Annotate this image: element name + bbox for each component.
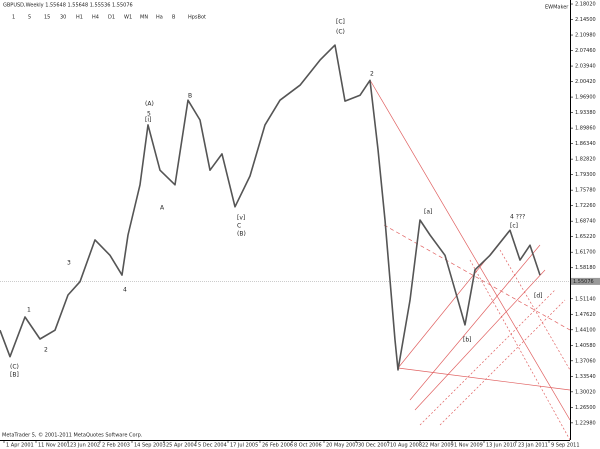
timeframe-button[interactable]: H4 xyxy=(92,15,99,21)
wave-label: 4 ??? xyxy=(510,214,525,221)
wave-label: (C) xyxy=(10,363,19,370)
x-tick-label: 1 Apr 2001 xyxy=(6,443,34,449)
copyright: MetaTrader 5, © 2001-2011 MetaQuotes Sof… xyxy=(2,432,143,439)
y-tick-label: 1.37060 xyxy=(575,358,596,364)
y-tick-label: 2.00420 xyxy=(575,79,596,85)
wave-label: 4 xyxy=(123,286,127,293)
y-tick-label: 1.93380 xyxy=(575,110,596,116)
timeframe-button[interactable]: 30 xyxy=(60,15,66,21)
wave-label: (C) xyxy=(336,28,345,35)
y-tick-label: 1.33540 xyxy=(575,374,596,380)
chart-title: GBPUSD,Weekly 1.55648 1.55648 1.55536 1.… xyxy=(3,3,133,9)
wave-label: C xyxy=(237,222,241,229)
timeframe-button[interactable]: Ha xyxy=(156,15,163,21)
x-tick-label: 23 Jun 2002 xyxy=(70,443,100,449)
y-tick-label: 2.14500 xyxy=(575,17,596,23)
wave-label: 2 xyxy=(370,70,374,77)
y-tick-label: 2.18020 xyxy=(575,2,596,8)
x-tick-label: 25 Apr 2004 xyxy=(166,443,197,449)
x-tick-label: 17 Jul 2005 xyxy=(230,443,258,449)
wave-label: [c] xyxy=(510,222,518,229)
y-tick-label: 1.65220 xyxy=(575,234,596,240)
x-tick-label: 20 May 2007 xyxy=(326,443,359,449)
x-tick-label: 10 Aug 2008 xyxy=(390,443,422,449)
wave-label: [v] xyxy=(237,214,245,221)
timeframe-button[interactable]: B xyxy=(172,15,176,21)
y-tick-label: 1.26500 xyxy=(575,405,596,411)
y-tick-label: 2.10980 xyxy=(575,33,596,39)
timeframe-button[interactable]: 5 xyxy=(28,15,31,21)
y-tick-label: 1.61700 xyxy=(575,250,596,256)
x-tick-label: 1 Nov 2009 xyxy=(454,443,483,449)
wave-label: 1 xyxy=(27,306,31,313)
y-tick-label: 1.40580 xyxy=(575,343,596,349)
timeframe-button[interactable]: W1 xyxy=(124,15,132,21)
x-tick-label: 5 Dec 2004 xyxy=(198,443,227,449)
wave-label: [i] xyxy=(145,117,151,124)
timeframe-button[interactable]: 1 xyxy=(12,15,15,21)
y-tick-label: 2.03940 xyxy=(575,64,596,70)
current-price-box xyxy=(571,277,600,285)
wave-label: [d] xyxy=(534,292,543,299)
pitchfork xyxy=(369,79,571,441)
x-tick-label: 22 Mar 2009 xyxy=(422,443,454,449)
y-tick-label: 1.44100 xyxy=(575,327,596,333)
x-tick-label: 13 Jun 2010 xyxy=(486,443,516,449)
wave-label: (A) xyxy=(145,101,154,108)
y-tick-label: 2.07460 xyxy=(575,48,596,54)
timeframe-button[interactable]: HpsBot xyxy=(188,15,206,21)
wave-label: [a] xyxy=(424,208,432,215)
wave-label: (B) xyxy=(237,230,246,237)
y-tick-label: 1.30020 xyxy=(575,389,596,395)
y-tick-label: 1.58180 xyxy=(575,265,596,271)
y-tick-label: 1.47620 xyxy=(575,312,596,318)
x-tick-label: 26 Feb 2006 xyxy=(262,443,293,449)
price-line xyxy=(0,44,541,371)
y-tick-label: 1.51140 xyxy=(575,296,596,302)
timeframe-button[interactable]: D1 xyxy=(108,15,115,21)
x-tick-label: 11 Nov 2001 xyxy=(38,443,70,449)
watermark: EWMaker xyxy=(545,5,569,11)
x-tick-label: 14 Sep 2003 xyxy=(134,443,166,449)
wave-label: [C] xyxy=(336,18,345,25)
x-tick-label: 30 Dec 2007 xyxy=(358,443,390,449)
x-tick-label: 8 Oct 2006 xyxy=(294,443,322,449)
x-tick-label: 2 Feb 2003 xyxy=(102,443,130,449)
x-tick-label: 9 Sep 2011 xyxy=(551,443,580,449)
wave-label: 2 xyxy=(44,347,48,354)
wave-label: A xyxy=(160,205,165,212)
y-tick-label: 1.82820 xyxy=(575,157,596,163)
y-tick-label: 1.75780 xyxy=(575,188,596,194)
y-tick-label: 1.86340 xyxy=(575,141,596,147)
x-tick-label: 23 Jan 2011 xyxy=(518,443,548,449)
wave-label: [b] xyxy=(463,337,472,344)
wave-label: 3 xyxy=(67,259,71,266)
wave-label: 5 xyxy=(147,111,151,118)
timeframe-button[interactable]: 15 xyxy=(44,15,50,21)
timeframe-button[interactable]: MN xyxy=(140,15,148,21)
y-tick-label: 1.22980 xyxy=(575,420,596,426)
y-tick-label: 1.79300 xyxy=(575,172,596,178)
wave-label: B xyxy=(188,92,192,99)
wave-label: [B] xyxy=(10,371,19,378)
y-tick-label: 1.68740 xyxy=(575,219,596,225)
y-tick-label: 1.89860 xyxy=(575,126,596,132)
y-tick-label: 1.96900 xyxy=(575,95,596,101)
timeframe-button[interactable]: H1 xyxy=(76,15,83,21)
current-price-label: 1.55076 xyxy=(573,279,594,285)
y-tick-label: 1.72260 xyxy=(575,203,596,209)
